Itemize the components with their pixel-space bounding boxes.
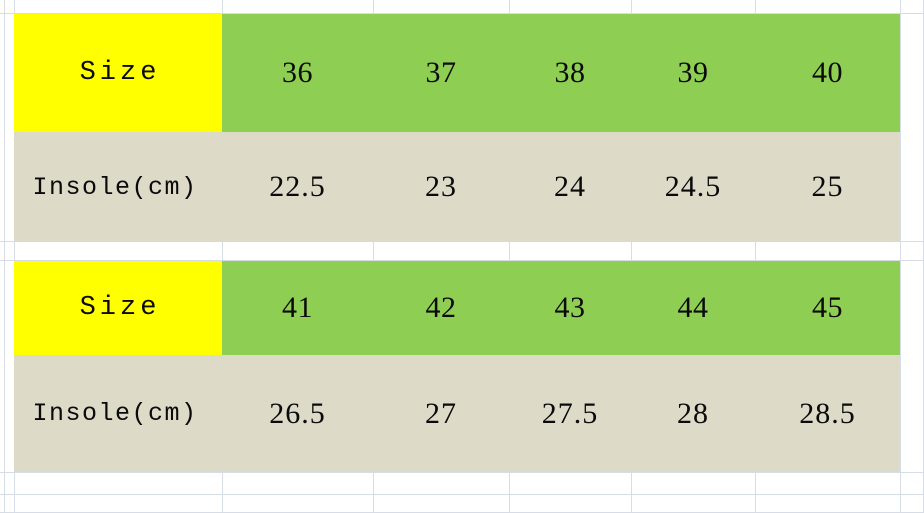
size-cell-36: 36 (222, 14, 373, 132)
gridline-vertical (509, 0, 510, 513)
gridline-horizontal (0, 472, 924, 473)
insole-row-label: Insole(cm) (14, 132, 222, 242)
gridline-vertical (222, 0, 223, 513)
table-row-insole-1: Insole(cm) 22.5 23 24 24.5 25 (14, 132, 900, 242)
insole-cell-42: 27 (373, 355, 509, 472)
size-cell-41: 41 (222, 261, 373, 355)
size-cell-37: 37 (373, 14, 509, 132)
gridline-vertical (4, 0, 5, 513)
size-cell-44: 44 (631, 261, 755, 355)
gridline-vertical (755, 0, 756, 513)
gridline-horizontal (0, 13, 924, 14)
size-cell-40: 40 (755, 14, 900, 132)
insole-cell-37: 23 (373, 132, 509, 242)
gridline-vertical (631, 0, 632, 513)
insole-cell-44: 28 (631, 355, 755, 472)
insole-cell-43: 27.5 (509, 355, 631, 472)
insole-cell-36: 22.5 (222, 132, 373, 242)
size-cell-42: 42 (373, 261, 509, 355)
size-row-label: Size (14, 261, 222, 355)
size-cell-43: 43 (509, 261, 631, 355)
size-cell-38: 38 (509, 14, 631, 132)
size-chart-table-2: Size 41 42 43 44 45 Insole(cm) 26.5 27 2… (14, 261, 900, 472)
insole-cell-45: 28.5 (755, 355, 900, 472)
table-row-size-2: Size 41 42 43 44 45 (14, 261, 900, 355)
table-row-insole-2: Insole(cm) 26.5 27 27.5 28 28.5 (14, 355, 900, 472)
insole-cell-41: 26.5 (222, 355, 373, 472)
gridline-vertical (373, 0, 374, 513)
size-row-label: Size (14, 14, 222, 132)
size-cell-39: 39 (631, 14, 755, 132)
gridline-horizontal (0, 494, 924, 495)
insole-cell-40: 25 (755, 132, 900, 242)
table-row-size-1: Size 36 37 38 39 40 (14, 14, 900, 132)
size-chart-table-1: Size 36 37 38 39 40 Insole(cm) 22.5 23 2… (14, 14, 900, 242)
gridline-vertical (900, 0, 901, 513)
insole-cell-38: 24 (509, 132, 631, 242)
insole-cell-39: 24.5 (631, 132, 755, 242)
gridline-vertical (14, 0, 15, 513)
gridline-horizontal (0, 260, 924, 261)
size-cell-45: 45 (755, 261, 900, 355)
insole-row-label: Insole(cm) (14, 355, 222, 472)
